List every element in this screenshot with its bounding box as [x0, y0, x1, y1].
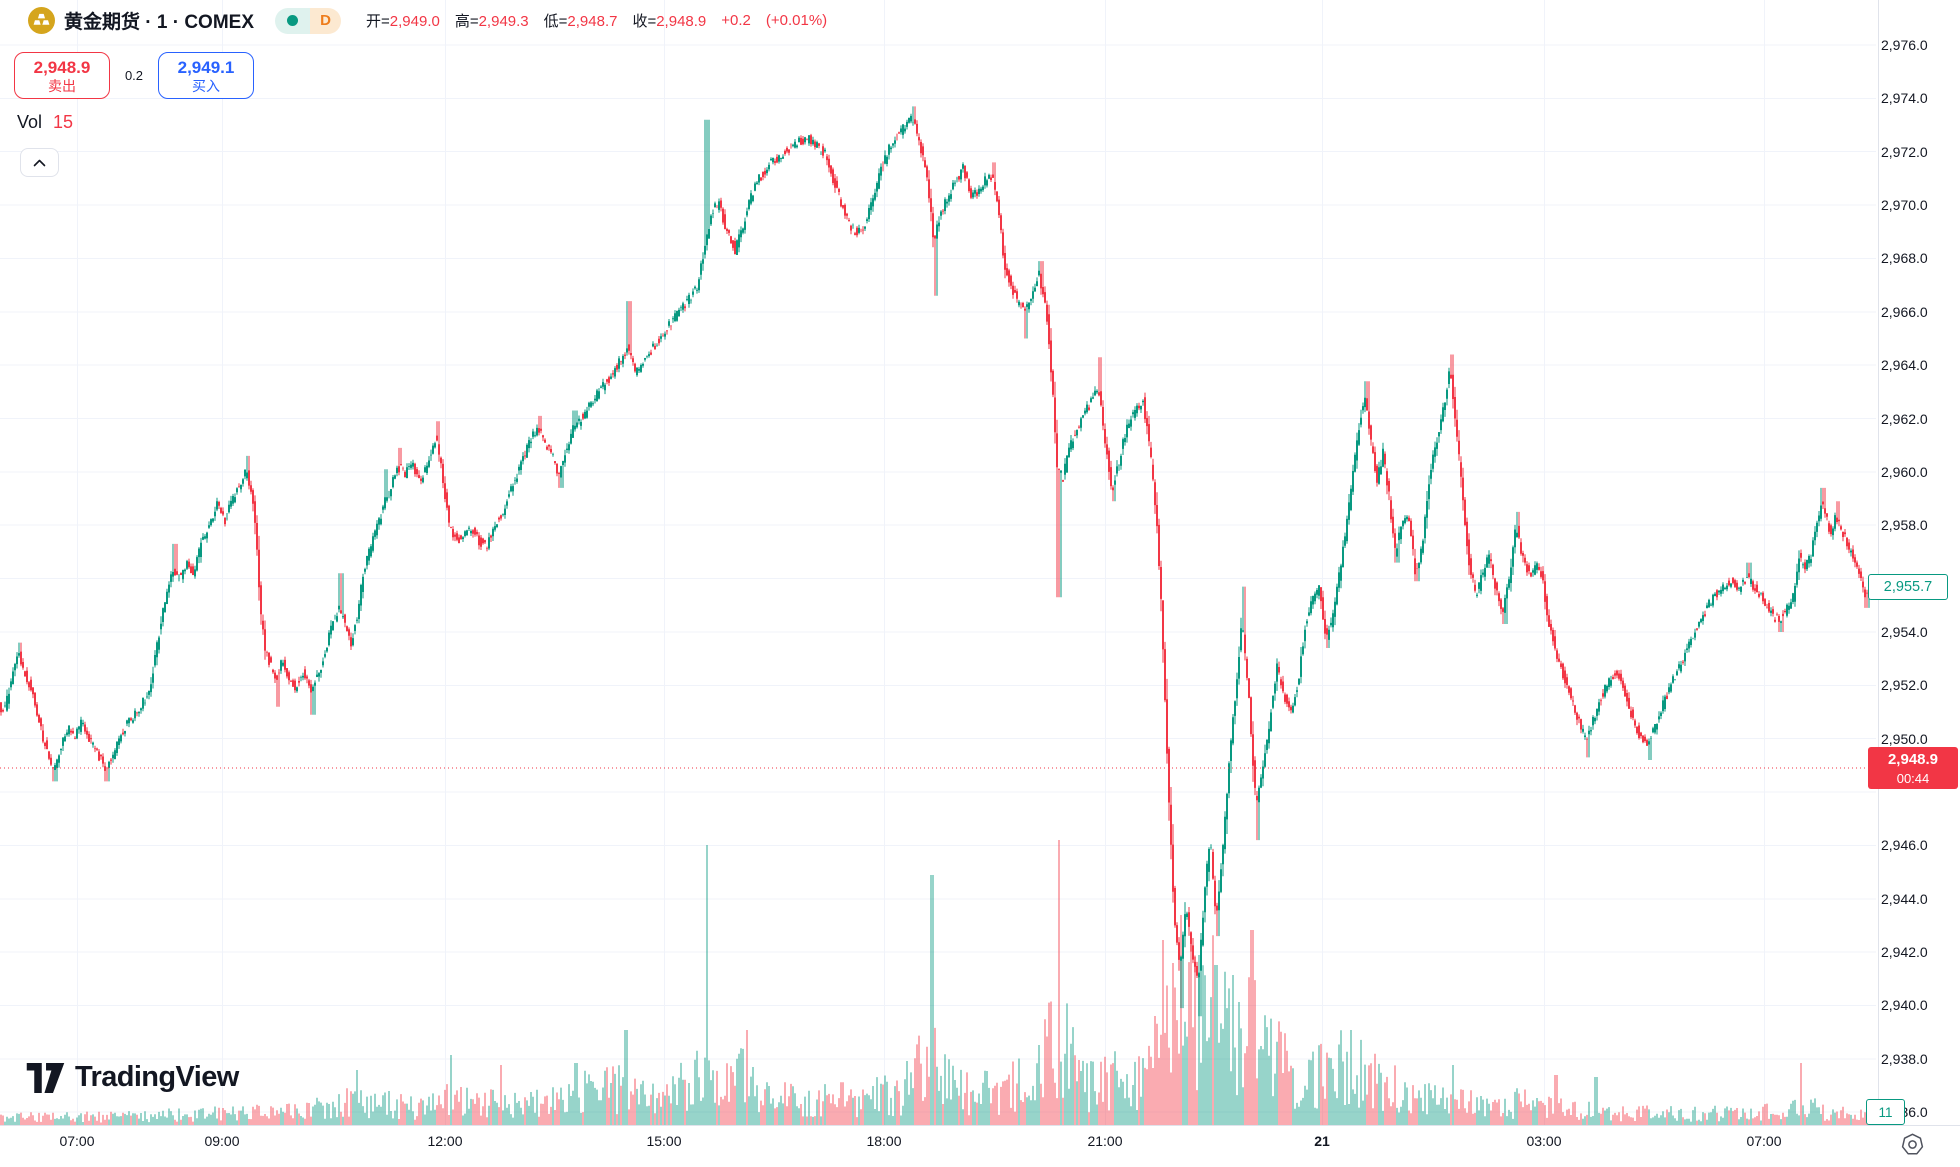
price-tick-label: 2,944.0 — [1881, 890, 1928, 907]
price-tick-label: 2,938.0 — [1881, 1050, 1928, 1067]
watermark-text: TradingView — [75, 1061, 239, 1093]
countdown-price: 2,948.9 — [1887, 750, 1939, 768]
time-tick-label: 07:00 — [1746, 1133, 1782, 1149]
symbol-title[interactable]: 黄金期货 · 1 · COMEX — [64, 12, 255, 33]
chart-legend: 黄金期货 · 1 · COMEX D 开=2,949.0 高=2,949.3 低… — [28, 7, 827, 34]
price-tick-label: 2,972.0 — [1881, 143, 1928, 160]
ohlc-high: 高=2,949.3 — [454, 13, 529, 30]
current-price-countdown-label: 2,948.9 00:44 — [1868, 747, 1958, 790]
price-tick-label: 2,946.0 — [1881, 837, 1928, 854]
time-tick-label: 18:00 — [866, 1133, 902, 1149]
ohlc-open: 开=2,949.0 — [366, 13, 440, 30]
gear-icon — [1899, 1131, 1926, 1158]
time-tick-label: 07:00 — [59, 1133, 95, 1149]
instrument-logo-icon — [28, 7, 55, 34]
price-tick-label: 2,942.0 — [1881, 944, 1928, 961]
market-open-dot-icon — [275, 7, 311, 34]
buy-label: 买入 — [192, 77, 220, 94]
volume-value: 15 — [53, 112, 74, 132]
ohlc-low: 低=2,948.7 — [543, 13, 618, 30]
ohlc-readout: 开=2,949.0 高=2,949.3 低=2,948.7 收=2,948.9 … — [366, 10, 827, 31]
sell-price: 2,948.9 — [33, 57, 91, 77]
price-tick-label: 2,966.0 — [1881, 303, 1928, 320]
volume-legend: Vol 15 — [17, 112, 73, 133]
volume-value-label: 11 — [1866, 1099, 1905, 1126]
price-tick-label: 2,954.0 — [1881, 623, 1928, 640]
market-status-badge[interactable]: D — [275, 7, 342, 34]
price-tick-label: 2,958.0 — [1881, 517, 1928, 534]
price-axis[interactable]: 2,955.7 2,948.9 00:44 11 2,976.0 2,974.0 2… — [1866, 0, 1960, 1126]
price-tick-label: 2,952.0 — [1881, 677, 1928, 694]
sell-button[interactable]: 2,948.9 卖出 — [14, 52, 110, 99]
last-price-label: 2,955.7 — [1868, 573, 1948, 600]
price-tick-label: 2,970.0 — [1881, 197, 1928, 214]
collapse-legend-button[interactable] — [20, 148, 59, 177]
price-tick-label: 2,962.0 — [1881, 410, 1928, 427]
price-change-percent: (+0.01%) — [765, 12, 828, 29]
time-tick-label: 09:00 — [204, 1133, 240, 1149]
price-tick-label: 2,960.0 — [1881, 463, 1928, 480]
axis-settings-button[interactable] — [1896, 1128, 1928, 1160]
time-tick-label: 15:00 — [646, 1133, 682, 1149]
price-tick-label: 2,950.0 — [1881, 730, 1928, 747]
price-tick-label: 2,976.0 — [1881, 37, 1928, 53]
sell-label: 卖出 — [48, 77, 76, 94]
price-tick-label: 2,968.0 — [1881, 250, 1928, 267]
delayed-data-badge: D — [310, 7, 342, 34]
spread-value: 0.2 — [124, 68, 144, 83]
price-tick-label: 2,964.0 — [1881, 357, 1928, 374]
tradingview-watermark[interactable]: TradingView — [26, 1061, 239, 1094]
ohlc-close: 收=2,948.9 — [632, 13, 707, 30]
time-tick-label: 21:00 — [1087, 1133, 1123, 1149]
buy-button[interactable]: 2,949.1 买入 — [158, 52, 254, 99]
buy-price: 2,949.1 — [177, 57, 235, 77]
price-tick-label: 2,974.0 — [1881, 90, 1928, 107]
time-tick-label: 21 — [1314, 1133, 1330, 1149]
chevron-up-icon — [33, 159, 46, 167]
countdown-time: 00:44 — [1896, 770, 1930, 786]
tradingview-logo-icon — [26, 1062, 65, 1093]
time-tick-label: 12:00 — [427, 1133, 463, 1149]
time-tick-label: 03:00 — [1526, 1133, 1562, 1149]
trade-panel: 2,948.9 卖出 0.2 2,949.1 买入 — [14, 52, 254, 99]
volume-label: Vol — [17, 112, 43, 132]
price-tick-label: 2,940.0 — [1881, 997, 1928, 1014]
time-axis[interactable]: 07:00 09:00 12:00 15:00 18:00 21:00 21 03:00 07:… — [0, 1125, 1878, 1167]
price-change: +0.2 — [721, 12, 751, 29]
